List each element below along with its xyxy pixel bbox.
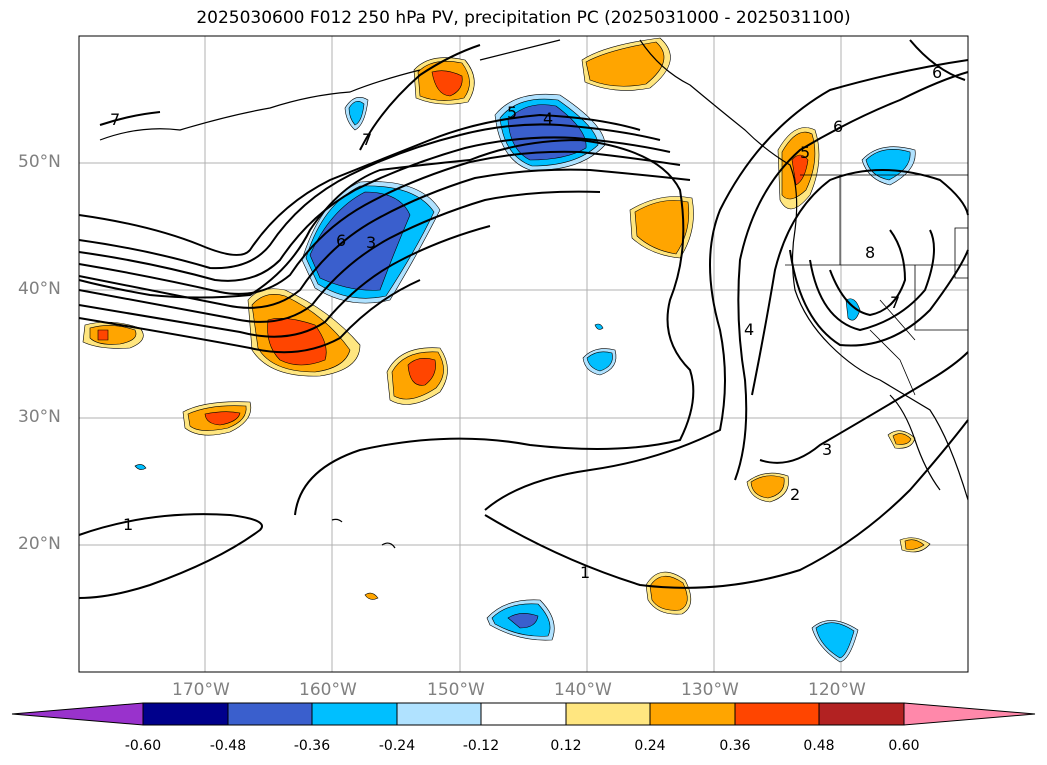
contour-line [909, 39, 966, 81]
lon-label: 160°W [299, 680, 357, 700]
colorbar-tick: -0.36 [293, 738, 331, 754]
contour-label: 4 [744, 320, 754, 339]
contour-label: 8 [865, 243, 875, 262]
colorbar-tick: -0.24 [378, 738, 416, 754]
precip-blob [791, 154, 809, 186]
lat-label: 40°N [18, 279, 61, 299]
contour-line [78, 225, 491, 338]
lon-label: 170°W [172, 680, 230, 700]
contour-label: 1 [580, 563, 590, 582]
lon-label: 130°W [681, 680, 739, 700]
colorbar-segment [396, 702, 482, 726]
contour-line [78, 113, 641, 256]
contour-label: 4 [543, 109, 553, 128]
colorbar-tick: 0.36 [719, 738, 751, 754]
contour-line [78, 513, 263, 599]
contour-labels: 1 1 2 3 3 4 4 5 5 6 6 6 7 7 7 8 [110, 63, 942, 582]
precip-blob [904, 539, 925, 550]
colorbar-segment [142, 702, 229, 726]
colorbar-tick: 0.60 [888, 738, 920, 754]
colorbar-tick: 0.24 [634, 738, 666, 754]
precip-blob [865, 149, 911, 181]
precip-negative [134, 93, 916, 663]
colorbar-segment [311, 702, 398, 726]
precip-blob [407, 358, 436, 386]
contour-label: 7 [110, 110, 120, 129]
precip-blob [634, 200, 690, 255]
precip-blob [507, 104, 587, 161]
precip-blob [586, 351, 613, 372]
precip-blob [348, 100, 365, 126]
contour-line [734, 71, 969, 481]
colorbar-segment [734, 702, 820, 726]
colorbar [11, 702, 1036, 726]
contour-line [78, 279, 421, 354]
precip-blob [815, 622, 855, 659]
contour-line [759, 351, 969, 464]
precip-blob [507, 613, 539, 629]
contour-line [78, 150, 681, 295]
contour-label: 6 [833, 117, 843, 136]
contour-label: 3 [366, 233, 376, 252]
precip-blob [89, 325, 137, 345]
contour-line [78, 190, 601, 323]
lon-label: 140°W [554, 680, 612, 700]
contour-line [751, 169, 969, 396]
colorbar-segment [565, 702, 651, 726]
precip-blob [97, 329, 109, 341]
colorbar-segment [227, 702, 313, 726]
precip-blob [892, 433, 912, 445]
precip-blob [594, 323, 604, 330]
colorbar-extend-max [903, 702, 1036, 726]
map-frame [78, 35, 969, 673]
contour-line [78, 123, 661, 270]
contour-label: 5 [800, 143, 810, 162]
contour-line [99, 111, 161, 126]
contour-label: 5 [507, 103, 517, 122]
contour-label: 6 [932, 63, 942, 82]
contour-line [78, 138, 695, 516]
precip-blob [364, 592, 379, 600]
colorbar-tick: -0.60 [124, 738, 162, 754]
contour-label: 2 [790, 485, 800, 504]
contour-label: 7 [890, 293, 900, 312]
contour-line [484, 59, 969, 511]
colorbar-segment [818, 702, 905, 726]
colorbar-extend-min [11, 702, 144, 726]
colorbar-tick: 0.48 [803, 738, 835, 754]
map-title: 2025030600 F012 250 hPa PV, precipitatio… [196, 8, 851, 28]
precip-blob [134, 464, 147, 470]
contour-line [484, 419, 969, 589]
contour-line [829, 229, 907, 317]
contour-line [789, 249, 969, 347]
precip-blob [309, 191, 411, 291]
colorbar-segment [480, 702, 567, 726]
lat-label: 50°N [18, 152, 61, 172]
colorbar-tick: -0.12 [462, 738, 500, 754]
lon-label: 120°W [808, 680, 866, 700]
contour-label: 1 [123, 515, 133, 534]
pv-contours [78, 39, 969, 599]
contour-line [78, 136, 671, 282]
state-borders [785, 174, 969, 396]
colorbar-segment [649, 702, 736, 726]
precip-blob [750, 475, 785, 499]
contour-line [809, 229, 935, 332]
contour-label: 3 [822, 440, 832, 459]
contour-line [78, 168, 691, 309]
contour-label: 7 [362, 130, 372, 149]
precip-blob [204, 411, 241, 426]
precip-blob [585, 41, 665, 87]
lon-label: 150°W [427, 680, 485, 700]
lat-label: 20°N [18, 534, 61, 554]
precip-blob [649, 575, 688, 611]
colorbar-tick: -0.48 [209, 738, 247, 754]
contour-line [359, 44, 481, 151]
colorbar-tick: 0.12 [550, 738, 582, 754]
precip-blob [431, 70, 463, 97]
lat-label: 30°N [18, 407, 61, 427]
contour-label: 6 [336, 231, 346, 250]
